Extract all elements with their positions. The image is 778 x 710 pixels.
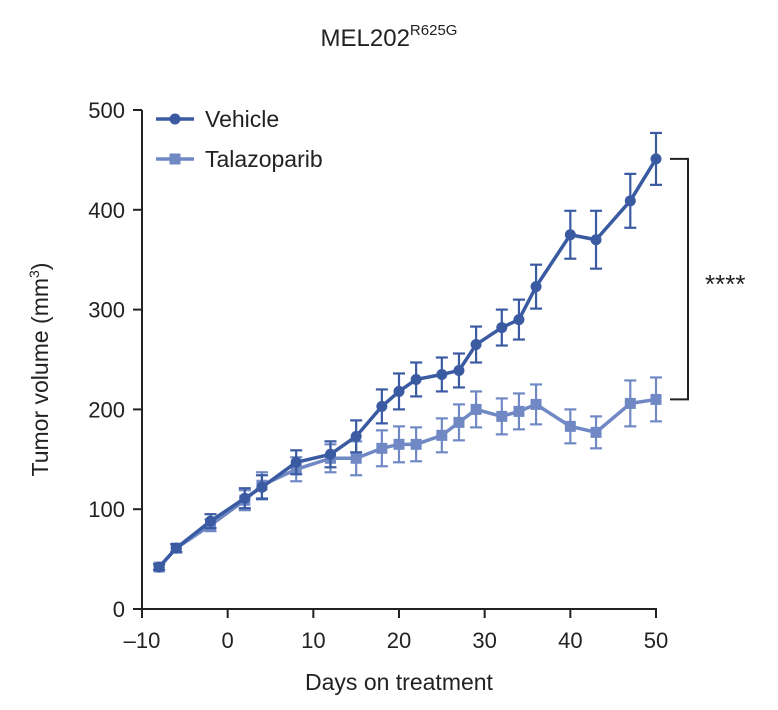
data-point xyxy=(453,364,465,376)
legend-label: Talazoparib xyxy=(205,146,323,172)
series-line xyxy=(157,157,658,569)
y-ticks: 0 100 200 300 400 500 xyxy=(88,98,142,622)
title-superscript: R625G xyxy=(409,22,458,39)
data-point xyxy=(393,385,405,397)
series-line xyxy=(157,397,657,569)
significance-bracket xyxy=(670,157,689,401)
data-point xyxy=(436,368,448,380)
data-point xyxy=(590,426,602,438)
significance-bracket-group: **** xyxy=(670,157,745,401)
data-point xyxy=(324,448,336,460)
series-layer xyxy=(153,131,662,573)
data-point xyxy=(470,339,482,351)
data-point xyxy=(256,481,268,493)
data-point xyxy=(393,438,405,450)
data-point xyxy=(153,561,165,573)
data-point xyxy=(590,234,602,246)
data-point xyxy=(496,322,508,334)
data-point xyxy=(376,442,388,454)
data-point xyxy=(350,452,362,464)
y-tick-label: 300 xyxy=(88,298,125,323)
legend-item-talazoparib: Talazoparib xyxy=(156,146,323,172)
legend: Vehicle Talazoparib xyxy=(156,106,323,172)
series-vehicle xyxy=(153,131,662,573)
x-tick-label: –10 xyxy=(124,628,161,653)
data-point xyxy=(650,393,662,405)
data-point xyxy=(530,281,542,293)
series-talazoparib xyxy=(153,376,662,573)
y-tick-label: 200 xyxy=(88,397,125,422)
data-point xyxy=(496,410,508,422)
x-axis-label: Days on treatment xyxy=(305,669,494,695)
legend-item-vehicle: Vehicle xyxy=(156,106,279,132)
data-point xyxy=(564,229,576,241)
data-point xyxy=(170,542,182,554)
axes xyxy=(141,110,657,610)
legend-marker xyxy=(169,153,181,165)
data-point xyxy=(410,438,422,450)
significance-label: **** xyxy=(705,269,745,299)
chart-title: MEL202R625G xyxy=(320,22,458,52)
data-point xyxy=(650,153,662,165)
y-axis-label: Tumor volume (mm3) xyxy=(26,263,53,477)
x-tick-label: 10 xyxy=(301,628,325,653)
x-tick-label: 40 xyxy=(558,628,582,653)
data-point xyxy=(470,403,482,415)
data-point xyxy=(410,373,422,385)
data-point xyxy=(453,416,465,428)
data-point xyxy=(530,398,542,410)
legend-label: Vehicle xyxy=(205,106,279,132)
x-tick-label: 50 xyxy=(644,628,668,653)
x-tick-label: 0 xyxy=(222,628,234,653)
x-tick-label: 20 xyxy=(387,628,411,653)
data-point xyxy=(513,405,525,417)
legend-marker xyxy=(169,113,181,125)
data-point xyxy=(205,515,217,527)
y-tick-label: 500 xyxy=(88,98,125,123)
y-tick-label: 0 xyxy=(113,597,125,622)
data-point xyxy=(564,420,576,432)
y-tick-label: 400 xyxy=(88,198,125,223)
data-point xyxy=(290,456,302,468)
data-point xyxy=(239,492,251,504)
data-point xyxy=(624,195,636,207)
data-point xyxy=(436,429,448,441)
x-ticks: –10 0 10 20 30 40 50 xyxy=(124,609,668,653)
x-tick-label: 30 xyxy=(472,628,496,653)
y-tick-label: 100 xyxy=(88,497,125,522)
data-point xyxy=(624,397,636,409)
data-point xyxy=(513,314,525,326)
data-point xyxy=(350,430,362,442)
data-point xyxy=(376,400,388,412)
